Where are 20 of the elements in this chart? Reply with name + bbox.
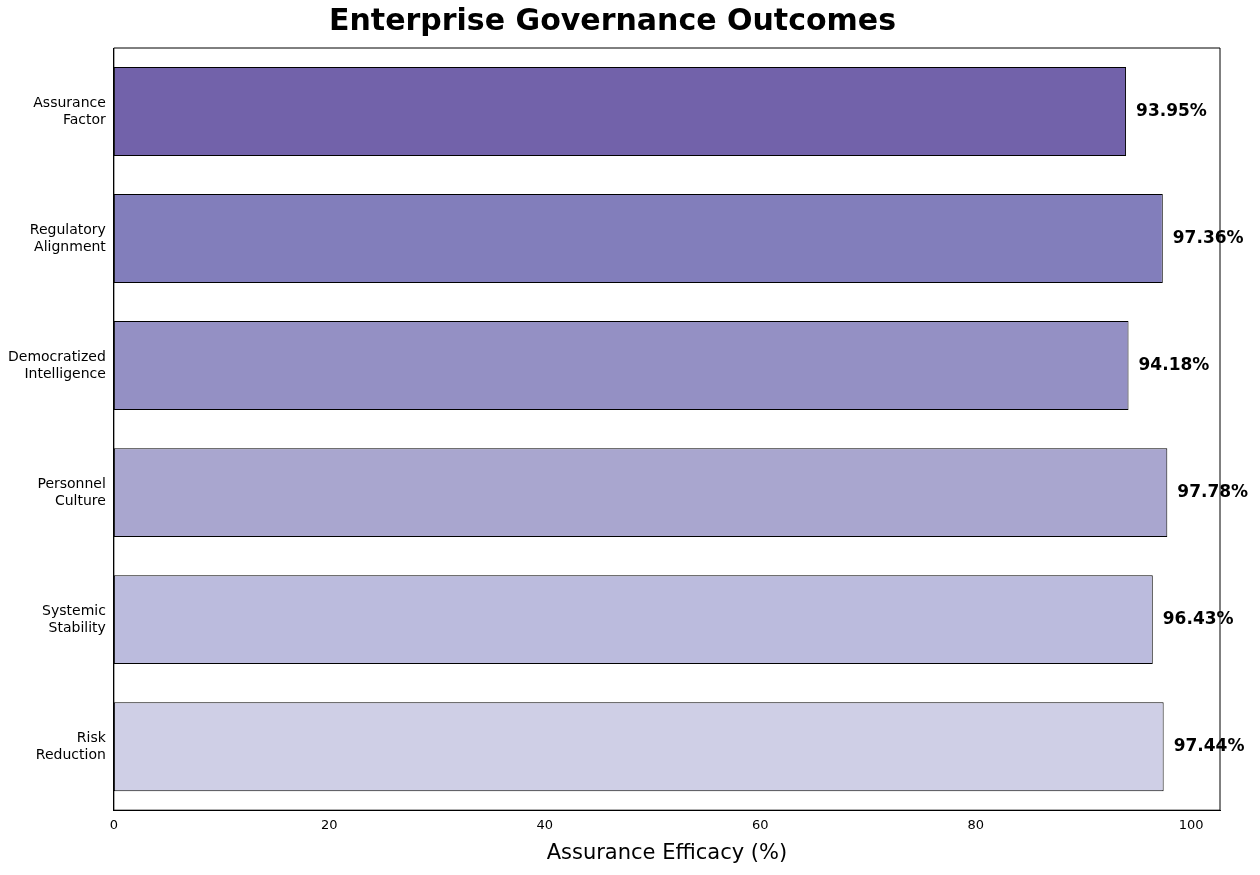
x-tick-label: 20 — [321, 817, 338, 833]
x-tick-label: 60 — [752, 817, 769, 833]
x-tick-label: 40 — [536, 817, 554, 833]
x-tick-label: 0 — [109, 817, 118, 833]
x-tick-label: 80 — [967, 817, 985, 833]
y-tick-label: Systemic Stability — [42, 601, 106, 635]
chart-title: Enterprise Governance Outcomes — [328, 1, 897, 37]
y-tick-label: Democratized Intelligence — [8, 347, 106, 381]
y-tick-label: Regulatory Alignment — [29, 220, 107, 254]
y-tick-label: Risk Reduction — [35, 728, 107, 762]
data-label: 97.78% — [1177, 481, 1249, 502]
data-label: 94.18% — [1138, 354, 1210, 375]
y-tick-label: Assurance Factor — [33, 93, 107, 127]
y-tick-label: Personnel Culture — [37, 474, 106, 508]
data-label: 97.36% — [1172, 226, 1244, 247]
data-label: 97.44% — [1173, 735, 1245, 756]
x-tick-label: 100 — [1178, 817, 1204, 833]
x-axis-title: Assurance Efficacy (%) — [546, 839, 788, 864]
data-label: 96.43% — [1162, 608, 1234, 629]
data-label: 93.95% — [1136, 99, 1207, 120]
